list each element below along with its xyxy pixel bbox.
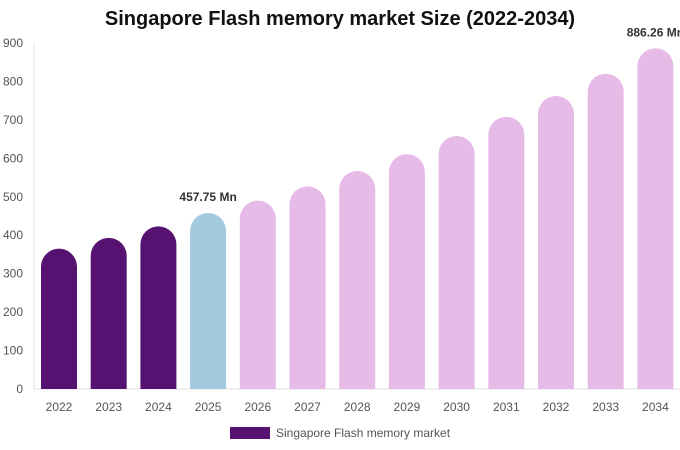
bar-2031	[488, 116, 525, 389]
y-tick-label: 500	[3, 190, 23, 204]
x-tick-label: 2023	[95, 400, 122, 414]
y-tick-label: 0	[16, 382, 23, 396]
y-tick-label: 300	[3, 267, 23, 281]
x-tick-label: 2029	[394, 400, 421, 414]
x-tick-label: 2025	[195, 400, 222, 414]
x-tick-label: 2027	[294, 400, 321, 414]
x-tick-label: 2024	[145, 400, 172, 414]
data-labels-group: 457.75 Mn 886.26 Mn	[179, 25, 680, 204]
chart-title: Singapore Flash memory market Size (2022…	[104, 8, 576, 30]
x-axis: 2022 2023 2024 2025 2026 2027 2028 2029 2030 2031…	[34, 388, 680, 414]
bar-2028	[339, 171, 376, 389]
x-tick-label: 2030	[443, 400, 470, 414]
y-tick-label: 800	[3, 74, 23, 88]
legend-swatch	[230, 427, 270, 439]
bar-2033	[587, 73, 624, 389]
bar-2034	[637, 48, 674, 390]
legend-label: Singapore Flash memory market	[276, 426, 451, 440]
x-tick-label: 2028	[344, 400, 371, 414]
y-tick-label: 900	[3, 36, 23, 50]
x-tick-label: 2032	[543, 400, 570, 414]
y-axis: 0 100 200 300 400 500 600 700 800 900	[3, 36, 35, 396]
x-tick-label: 2031	[493, 400, 520, 414]
bar-2032	[538, 96, 574, 389]
y-tick-label: 700	[3, 113, 23, 127]
bar-2024	[140, 226, 177, 389]
data-label: 457.75 Mn	[179, 190, 236, 204]
y-tick-label: 600	[3, 151, 23, 165]
bars-group	[41, 48, 674, 390]
data-label: 886.26 Mn	[627, 25, 680, 39]
bar-2023	[90, 237, 127, 389]
bar-2030	[438, 136, 475, 389]
y-tick-label: 200	[3, 305, 23, 319]
bar-2029	[388, 154, 425, 389]
bar-2025	[190, 213, 227, 389]
x-tick-label: 2034	[642, 400, 669, 414]
x-tick-label: 2026	[244, 400, 271, 414]
legend: Singapore Flash memory market	[230, 425, 450, 441]
bar-2027	[289, 186, 326, 389]
bar-2022	[41, 248, 77, 389]
x-tick-label: 2022	[46, 400, 73, 414]
y-tick-label: 100	[3, 344, 23, 358]
y-tick-label: 400	[3, 228, 23, 242]
bar-2026	[239, 200, 276, 389]
x-tick-label: 2033	[592, 400, 619, 414]
